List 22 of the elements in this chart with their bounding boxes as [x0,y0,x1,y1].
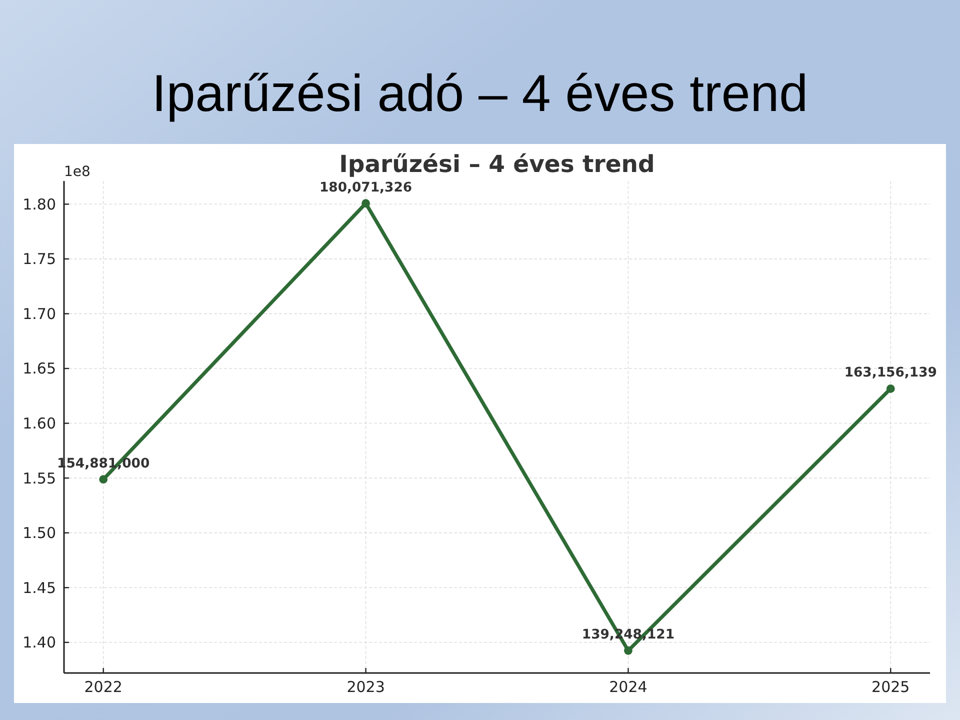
annotation: 180,071,326 [319,180,412,196]
x-tick-label: 2025 [872,678,910,696]
chart-title: Iparűzési adó – 4 éves trend [152,65,808,123]
y-tick-label: 1.60 [22,414,56,433]
y-tick-label: 1.75 [22,250,56,268]
annotation: 163,156,139 [844,366,937,381]
point [99,475,108,484]
point [362,199,370,208]
y-tick-label: 1.50 [22,524,56,542]
point [624,646,632,655]
y-tick-label: 1.40 [22,634,56,652]
point [886,384,895,393]
text: 1e8 [64,164,90,180]
x-tick-label: 2024 [609,678,648,696]
y-tick-label: 1.80 [22,195,56,214]
y-tick-label: 1.55 [22,469,56,488]
y-tick-label: 1.45 [22,578,56,597]
y-tick-label: 1.70 [22,304,56,323]
y-tick-label: 1.65 [22,360,56,378]
x-tick-label: 2022 [84,678,122,696]
chart-subtitle: Iparűzési – 4 éves trend [339,150,655,178]
x-tick-label: 2023 [346,678,385,696]
